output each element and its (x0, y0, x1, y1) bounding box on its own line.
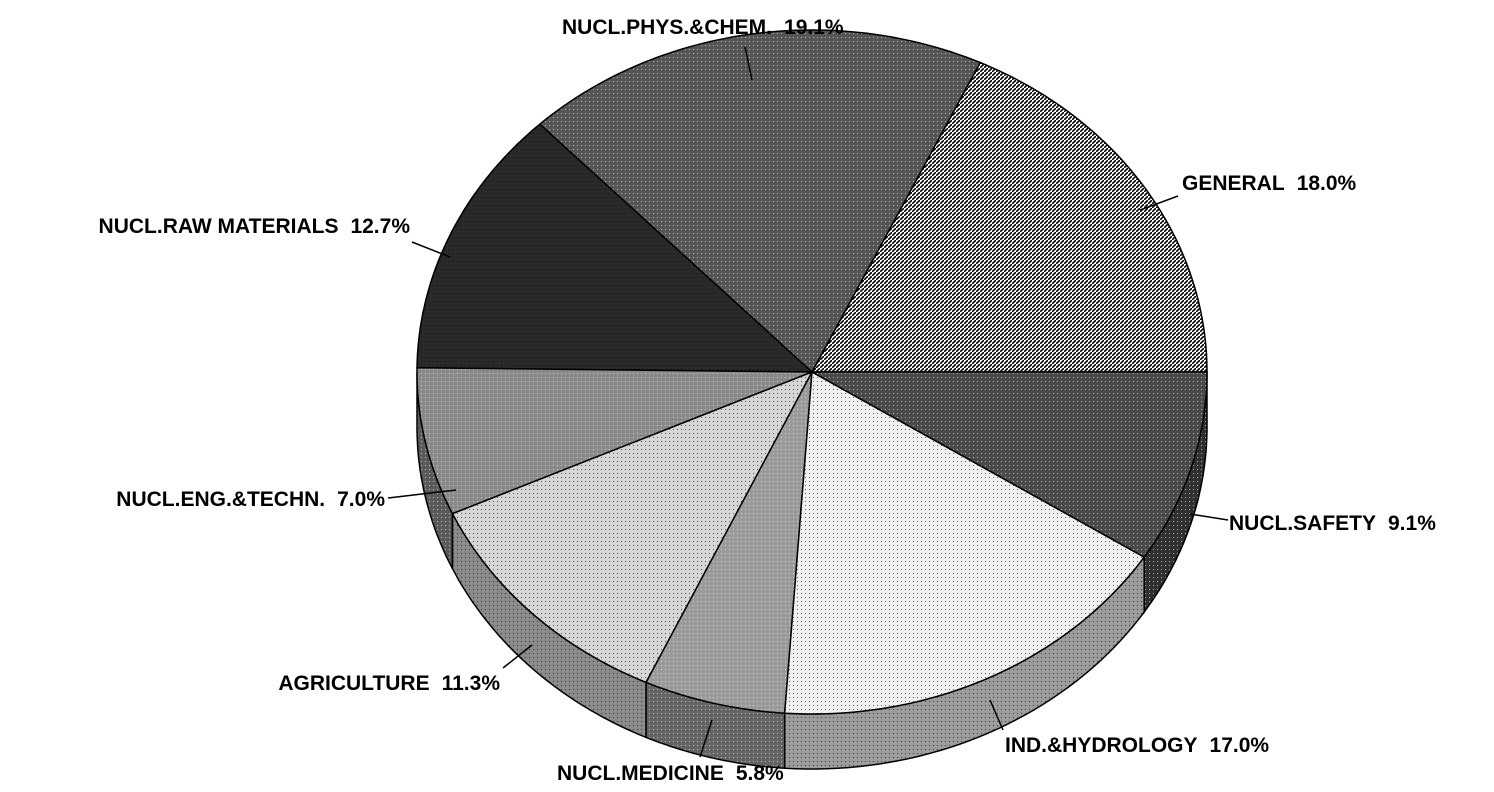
value-label: 19.1% (784, 16, 844, 39)
leader-line (1189, 513, 1229, 521)
leader-line (989, 699, 1004, 731)
value-label: 11.3% (442, 672, 501, 695)
category-name: NUCL.RAW MATERIALS (99, 215, 339, 238)
category-name: NUCL.ENG.&TECHN. (116, 488, 325, 511)
slice-label: NUCL.SAFETY 9.1% (1229, 512, 1436, 535)
slice (451, 370, 814, 684)
slice-label: GENERAL 18.0% (1182, 172, 1357, 195)
category-name: AGRICULTURE (278, 672, 429, 695)
slices (416, 29, 1208, 715)
slice-label: IND.&HYDROLOGY 17.0% (1005, 734, 1269, 757)
category-name: NUCL.PHYS.&CHEM. (562, 16, 772, 39)
slice (645, 371, 813, 715)
slice (810, 61, 1208, 373)
slice (809, 371, 1208, 559)
leader-line (1139, 195, 1179, 211)
labels: GENERAL 18.0% NUCL.PHYS.&CHEM. 19.1% NUCL.RA… (99, 16, 1437, 785)
slice-label: NUCL.MEDICINE 5.8% (557, 762, 784, 785)
value-label: 7.0% (337, 488, 385, 511)
slice-label: NUCL.ENG.&TECHN. 7.0% (116, 488, 385, 511)
leader-line (699, 719, 713, 758)
slice-label: NUCL.RAW MATERIALS 12.7% (99, 215, 411, 238)
slice (416, 123, 814, 373)
category-name: NUCL.MEDICINE (557, 762, 724, 785)
leader-line (411, 241, 451, 258)
category-name: IND.&HYDROLOGY (1005, 734, 1198, 757)
value-label: 17.0% (1210, 734, 1270, 757)
value-label: 18.0% (1297, 172, 1357, 195)
value-label: 12.7% (350, 215, 410, 238)
slice-label: AGRICULTURE 11.3% (278, 672, 500, 695)
leader-line (744, 46, 753, 81)
slice-label: NUCL.PHYS.&CHEM. 19.1% (562, 16, 844, 39)
value-label: 5.8% (736, 762, 784, 785)
slice (783, 370, 1146, 715)
slice (538, 29, 982, 374)
leader-line (387, 489, 457, 499)
leader-line (502, 644, 533, 669)
value-label: 9.1% (1388, 512, 1436, 535)
category-name: NUCL.SAFETY (1229, 512, 1376, 535)
category-name: GENERAL (1182, 172, 1285, 195)
